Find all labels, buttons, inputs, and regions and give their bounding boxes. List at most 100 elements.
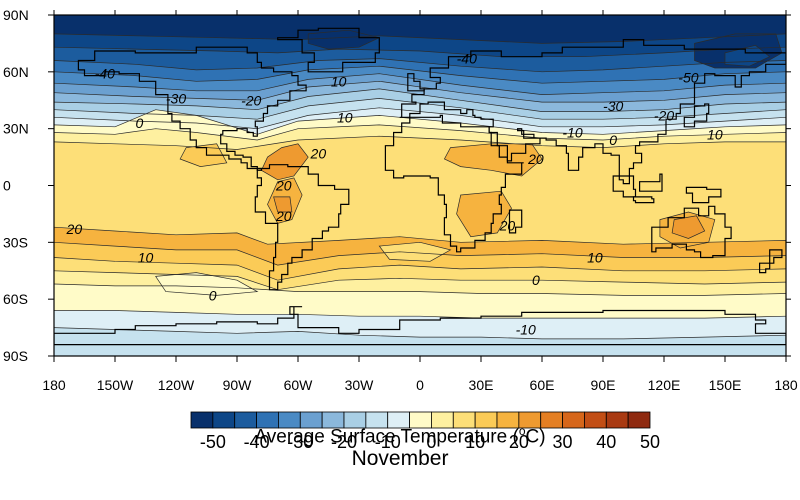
colorbar-title: Average Surface Temperature (oC) xyxy=(0,424,800,448)
contour-label: -40 xyxy=(95,66,115,82)
contour-line xyxy=(155,272,259,296)
coastline xyxy=(685,186,722,204)
colorbar-tick-label: 30 xyxy=(553,432,573,452)
contour-label: -20 xyxy=(241,92,261,108)
contour-label: 20 xyxy=(275,208,292,224)
lon-label: 60W xyxy=(284,377,314,393)
temperature-bands xyxy=(54,15,786,356)
contour-label: 0 xyxy=(209,287,217,303)
contour-line xyxy=(54,98,786,120)
contour-line xyxy=(671,215,706,239)
contour-line xyxy=(179,143,228,167)
lon-label: 30W xyxy=(345,377,375,393)
coastline xyxy=(384,114,524,253)
band-fill-region xyxy=(273,196,292,212)
contour-line xyxy=(54,65,786,84)
contour-label: 20 xyxy=(499,217,516,233)
map-panel xyxy=(54,15,786,356)
coastline xyxy=(54,306,786,346)
coastline xyxy=(508,209,523,234)
lon-label: 180 xyxy=(774,377,798,393)
band-fill xyxy=(54,327,786,356)
contour-label: 0 xyxy=(136,115,144,131)
contour-line xyxy=(443,143,543,177)
colorbar-title-text: Average Surface Temperature ( xyxy=(254,426,519,448)
colorbar-title-degree: o xyxy=(518,424,526,438)
lat-label: 90N xyxy=(3,7,29,23)
lon-label: 60E xyxy=(530,377,555,393)
contour-label: 20 xyxy=(275,178,292,194)
contour-line xyxy=(267,177,303,224)
band-fill-region xyxy=(155,272,258,296)
contour-line xyxy=(54,46,786,58)
colorbar-title-unit: C) xyxy=(525,426,546,448)
lon-label: 120E xyxy=(648,377,681,393)
lon-label: 150W xyxy=(97,377,134,393)
contour-label: 10 xyxy=(337,109,353,125)
contour-line xyxy=(54,33,786,44)
contour-labels: -40 -30 -20 10 10 -40 -30 -50 -20 -10 0 10 0 20 20 20 20… xyxy=(66,51,723,338)
colorbar-tick-label: 20 xyxy=(509,432,529,452)
lat-label: 60S xyxy=(3,291,28,307)
contour-label: -50 xyxy=(678,70,698,86)
contour-line xyxy=(54,73,786,95)
lat-label: 0 xyxy=(3,178,11,194)
lat-label: 60N xyxy=(3,64,29,80)
contour-label: 10 xyxy=(587,249,603,265)
contour-label: 20 xyxy=(527,151,544,167)
contour-label: 10 xyxy=(707,126,723,142)
colorbar-swatch xyxy=(627,411,651,429)
contour-label: 10 xyxy=(138,249,154,265)
band-fill-region xyxy=(456,191,512,237)
contour-label: 10 xyxy=(331,73,347,89)
figure-subtitle: November xyxy=(351,447,449,470)
colorbar-tick-label: -10 xyxy=(375,432,401,452)
colorbar-tick-label: 10 xyxy=(465,432,485,452)
contour-line xyxy=(54,241,786,266)
lon-label: 0 xyxy=(416,377,424,393)
contour-label: -40 xyxy=(457,51,477,67)
lat-label: 30N xyxy=(3,121,29,137)
colorbar-tick-label: 0 xyxy=(426,432,436,452)
contour-line xyxy=(54,135,786,150)
latitude-labels: 90N 60N 30N 0 30S 60S 90S xyxy=(3,7,29,364)
colorbar-tick-label: -50 xyxy=(200,432,226,452)
contour-line xyxy=(54,327,786,340)
band-fill-region xyxy=(379,242,451,262)
contour-line xyxy=(54,283,786,296)
colorbar-tick-label: 40 xyxy=(596,432,616,452)
lon-label: 90E xyxy=(591,377,616,393)
contour-label: -10 xyxy=(516,321,536,337)
coastline xyxy=(277,27,380,73)
band-fill-region xyxy=(444,143,542,176)
contour-line xyxy=(659,211,716,249)
contour-line xyxy=(378,241,452,262)
longitude-labels: 180 150W 120W 90W 60W 30W 0 30E 60E 90E 120E 150E 18… xyxy=(42,377,798,393)
colorbar-tick-label: -30 xyxy=(287,432,313,452)
contour-line xyxy=(724,44,771,67)
band-fill-region xyxy=(672,215,705,239)
coastline xyxy=(632,196,655,204)
colorbar xyxy=(190,411,651,429)
lat-label: 90S xyxy=(3,348,28,364)
contour-line xyxy=(54,124,786,141)
lon-label: 180 xyxy=(42,377,66,393)
band-fill-region xyxy=(308,30,380,50)
contour-label: -20 xyxy=(654,107,674,123)
colorbar-tick-label: -20 xyxy=(331,432,357,452)
contour-label: -10 xyxy=(562,124,582,140)
lon-label: 150E xyxy=(709,377,742,393)
coastline xyxy=(254,164,350,291)
lon-label: 30E xyxy=(469,377,494,393)
contour-line xyxy=(694,33,783,69)
contour-label: 20 xyxy=(310,145,327,161)
coastline xyxy=(77,46,307,171)
coastline xyxy=(407,73,425,92)
contour-line xyxy=(54,58,786,73)
lon-label: 90W xyxy=(223,377,253,393)
coastline xyxy=(758,249,783,274)
colorbar-labels: -50 -40 -30 -20 -10 0 10 20 30 40 50 xyxy=(200,432,660,452)
contour-line xyxy=(54,109,786,135)
band-fill-region xyxy=(725,45,770,67)
